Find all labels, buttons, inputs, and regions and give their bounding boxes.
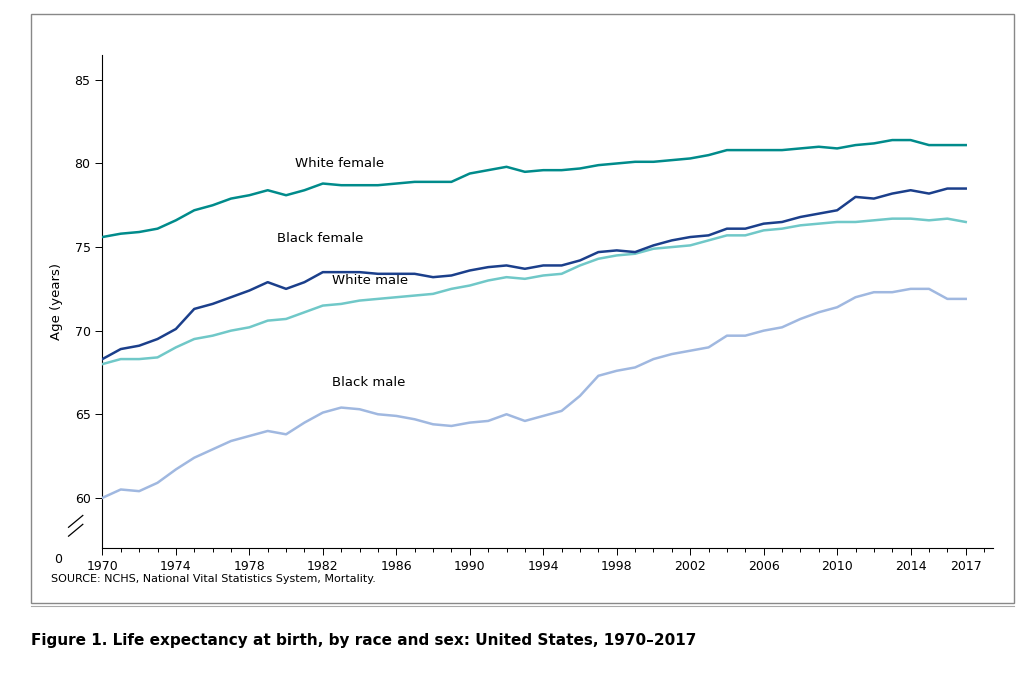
Text: Black male: Black male	[332, 376, 406, 389]
Y-axis label: Age (years): Age (years)	[50, 263, 63, 340]
Text: Figure 1. Life expectancy at birth, by race and sex: United States, 1970–2017: Figure 1. Life expectancy at birth, by r…	[31, 633, 696, 648]
Text: 0: 0	[54, 553, 62, 566]
Text: White male: White male	[332, 274, 409, 287]
Text: White female: White female	[295, 157, 384, 170]
Text: Black female: Black female	[276, 232, 364, 245]
Text: SOURCE: NCHS, National Vital Statistics System, Mortality.: SOURCE: NCHS, National Vital Statistics …	[51, 574, 376, 584]
